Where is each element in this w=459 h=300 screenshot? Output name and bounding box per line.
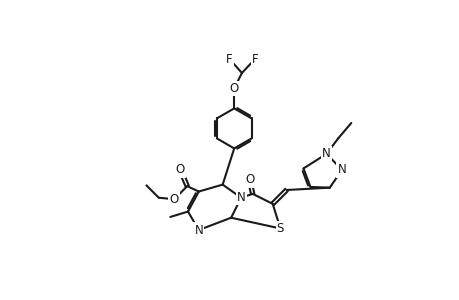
Text: S: S [276, 222, 284, 235]
Text: N: N [194, 224, 203, 236]
Text: O: O [245, 173, 254, 187]
Text: O: O [175, 164, 185, 176]
Text: O: O [229, 82, 238, 95]
Text: F: F [251, 52, 258, 66]
Text: F: F [226, 52, 232, 66]
Text: N: N [337, 164, 346, 176]
Text: N: N [236, 191, 245, 204]
Text: O: O [169, 193, 179, 206]
Text: N: N [322, 147, 330, 160]
